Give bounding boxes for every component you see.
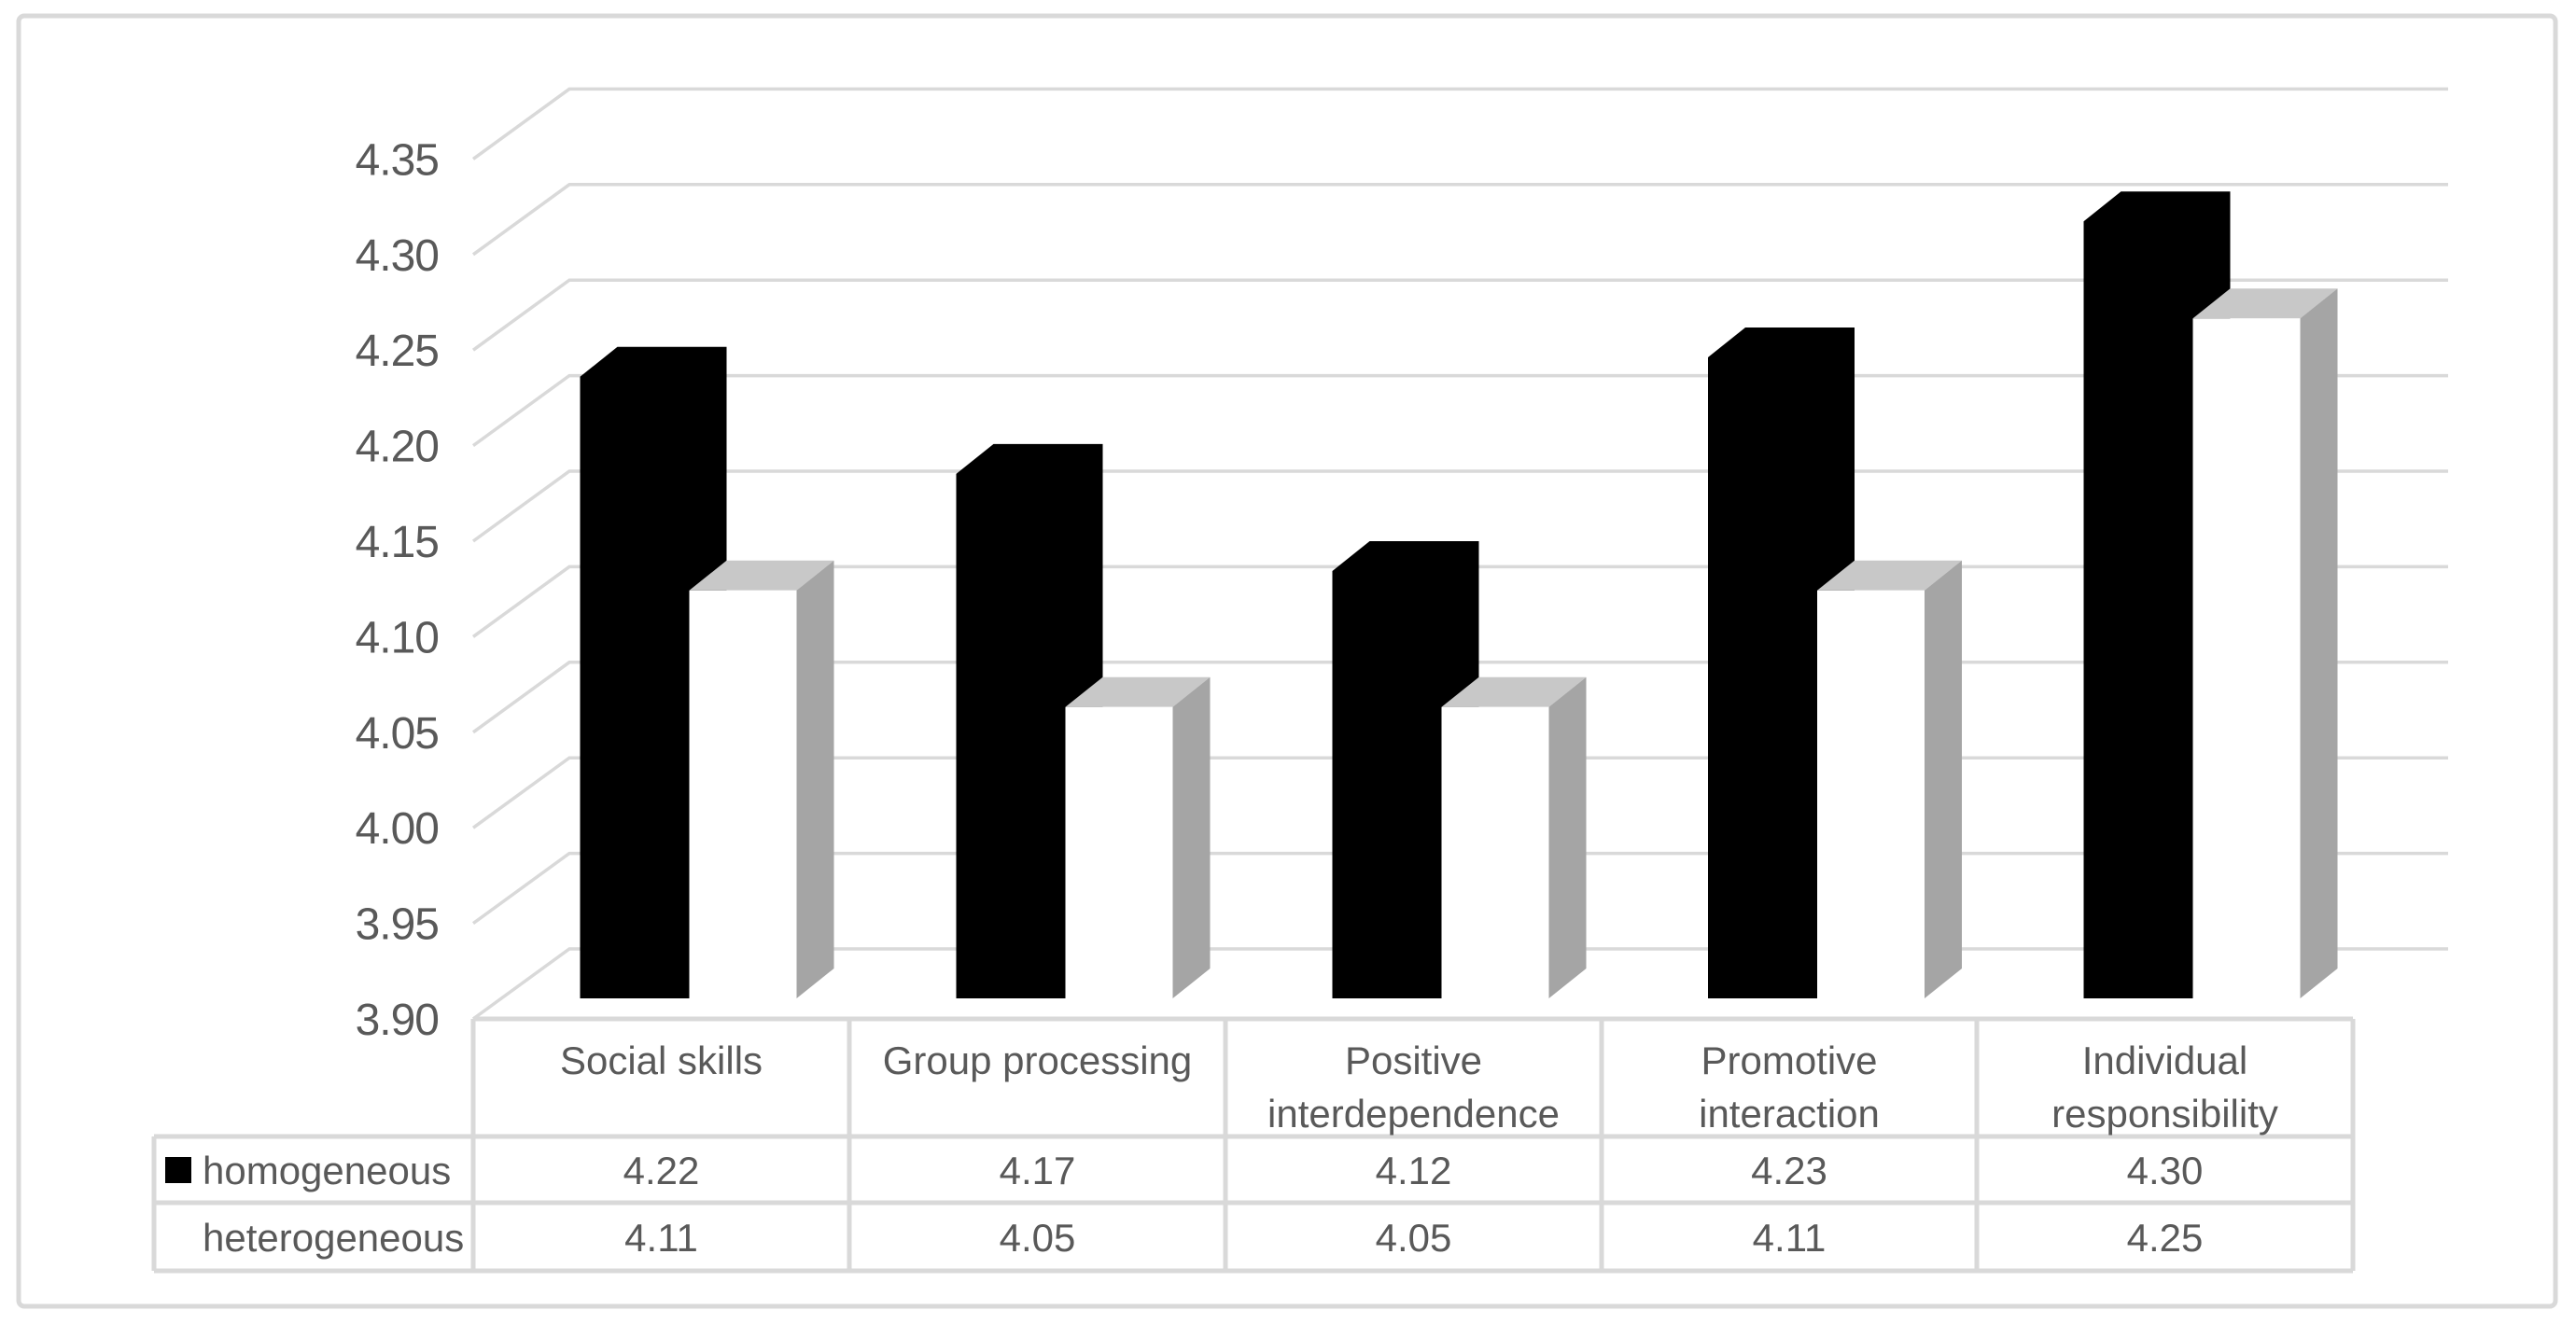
bar-heterogeneous <box>1817 590 1925 998</box>
category-label: Individual <box>2082 1038 2247 1082</box>
gridline <box>471 87 2448 160</box>
category-label: Group processing <box>883 1038 1193 1082</box>
bar-heterogeneous <box>689 590 797 998</box>
y-axis-tick-label: 4.10 <box>356 613 439 662</box>
category-label: Positive <box>1345 1038 1482 1082</box>
table-value: 4.22 <box>623 1149 700 1192</box>
bar-heterogeneous <box>1441 706 1549 998</box>
category-label: Promotive <box>1701 1038 1877 1082</box>
bar-heterogeneous <box>2192 318 2301 998</box>
y-axis-tick-label: 3.95 <box>356 900 439 950</box>
bar-heterogeneous-side-face <box>1172 676 1211 998</box>
bar-group <box>1332 540 1587 998</box>
bar-heterogeneous-top-face <box>689 560 834 591</box>
table-value: 4.05 <box>1376 1216 1452 1260</box>
bar-group <box>2083 191 2338 998</box>
bar-heterogeneous-top-face <box>1817 560 1962 591</box>
bar-group <box>1708 327 1962 998</box>
table-value: 4.05 <box>1000 1216 1076 1260</box>
gridline <box>471 183 2448 257</box>
table-value: 4.25 <box>2127 1216 2204 1260</box>
table-value: 4.23 <box>1751 1149 1827 1192</box>
table-value: 4.30 <box>2127 1149 2204 1192</box>
y-axis-tick-label: 3.90 <box>356 996 439 1045</box>
y-axis-tick-label: 4.20 <box>356 423 439 472</box>
category-label: Social skills <box>560 1038 763 1082</box>
bar-heterogeneous-side-face <box>1925 560 1962 998</box>
category-label: interdependence <box>1267 1092 1560 1136</box>
bar-heterogeneous-top-face <box>1441 676 1587 707</box>
table-value: 4.12 <box>1376 1149 1452 1192</box>
y-axis-tick-label: 4.00 <box>356 804 439 854</box>
y-axis-tick-label: 4.15 <box>356 518 439 567</box>
bar-heterogeneous-side-face <box>1548 676 1587 998</box>
y-axis-tick-label: 4.25 <box>356 327 439 376</box>
gridline <box>471 278 2448 352</box>
table-value: 4.11 <box>1753 1216 1827 1260</box>
category-label: interaction <box>1699 1092 1880 1136</box>
y-axis-tick-label: 4.35 <box>356 135 439 185</box>
y-axis-tick-label: 4.30 <box>356 231 439 281</box>
bar-heterogeneous-side-face <box>2300 288 2338 998</box>
bar-group <box>580 346 834 998</box>
legend-label-heterogeneous: heterogeneous <box>203 1216 464 1260</box>
legend-key-heterogeneous <box>165 1224 191 1250</box>
table-value: 4.17 <box>1000 1149 1076 1192</box>
legend-label-homogeneous: homogeneous <box>203 1149 451 1192</box>
bar-heterogeneous-side-face <box>796 560 834 998</box>
category-label: responsibility <box>2051 1092 2278 1136</box>
table-value: 4.11 <box>624 1216 698 1260</box>
bar-heterogeneous-top-face <box>2192 288 2338 319</box>
legend-key-homogeneous <box>165 1157 191 1183</box>
y-axis-tick-label: 4.05 <box>356 709 439 759</box>
bar-heterogeneous <box>1065 706 1173 998</box>
bar-heterogeneous-top-face <box>1065 676 1211 707</box>
bar-group <box>956 443 1211 998</box>
